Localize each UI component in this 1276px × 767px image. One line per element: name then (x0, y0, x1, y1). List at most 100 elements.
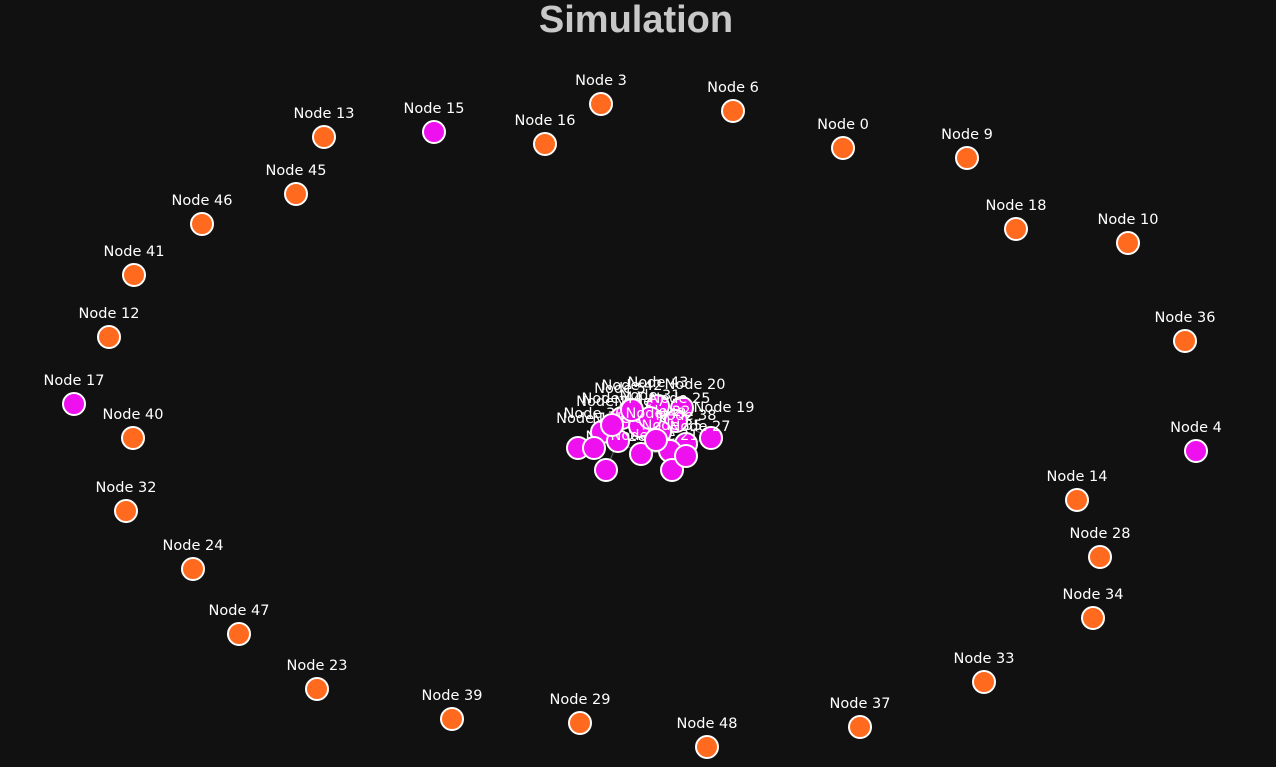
node-34-circle[interactable] (1081, 606, 1105, 630)
graph-node-43[interactable]: Node 43 (628, 375, 689, 418)
node-40-circle[interactable] (121, 426, 145, 450)
node-15-label: Node 15 (404, 101, 465, 117)
graph-node-36[interactable]: Node 36 (1155, 310, 1216, 353)
node-39-circle[interactable] (440, 707, 464, 731)
node-30-circle[interactable] (582, 436, 606, 460)
graph-node-9[interactable]: Node 9 (941, 127, 993, 170)
node-18-circle[interactable] (1004, 217, 1028, 241)
graph-node-4[interactable]: Node 4 (1170, 420, 1222, 463)
graph-node-37[interactable]: Node 37 (830, 696, 891, 739)
node-16-circle[interactable] (533, 132, 557, 156)
node-14-circle[interactable] (1065, 488, 1089, 512)
node-24-circle[interactable] (181, 557, 205, 581)
node-42-circle[interactable] (620, 398, 644, 422)
node-33-label: Node 33 (954, 651, 1015, 667)
graph-node-32[interactable]: Node 32 (96, 480, 157, 523)
node-27-label: Node 27 (670, 419, 731, 435)
node-9-label: Node 9 (941, 127, 993, 143)
node-6-circle[interactable] (721, 99, 745, 123)
graph-node-24[interactable]: Node 24 (163, 538, 224, 581)
node-38-label: Node 38 (656, 408, 717, 424)
graph-node-17[interactable]: Node 17 (44, 373, 105, 416)
node-13-circle[interactable] (312, 125, 336, 149)
graph-node-19[interactable]: Node 19 (694, 400, 755, 450)
graph-node-41[interactable]: Node 41 (104, 244, 165, 287)
node-33-circle[interactable] (972, 670, 996, 694)
node-4-circle[interactable] (1184, 439, 1208, 463)
graph-node-44[interactable]: Node 44 (582, 391, 643, 437)
graph-node-16[interactable]: Node 16 (515, 113, 576, 156)
node-20-label: Node 20 (665, 377, 726, 393)
node-10-circle[interactable] (1116, 231, 1140, 255)
node-14-label: Node 14 (1047, 469, 1108, 485)
node-47-circle[interactable] (227, 622, 251, 646)
node-46-circle[interactable] (190, 212, 214, 236)
node-49-label: Node 49 (626, 406, 687, 422)
node-29-circle[interactable] (568, 711, 592, 735)
node-45-circle[interactable] (284, 182, 308, 206)
node-28-circle[interactable] (1088, 545, 1112, 569)
node-48-circle[interactable] (695, 735, 719, 759)
node-11-circle[interactable] (629, 442, 653, 466)
node-38-circle[interactable] (674, 444, 698, 468)
graph-node-3[interactable]: Node 3 (575, 73, 627, 116)
node-0-circle[interactable] (831, 136, 855, 160)
node-19-circle[interactable] (699, 426, 723, 450)
node-17-circle[interactable] (62, 392, 86, 416)
node-41-circle[interactable] (122, 263, 146, 287)
graph-node-6[interactable]: Node 6 (707, 80, 759, 123)
node-34-label: Node 34 (1063, 587, 1124, 603)
node-25-label: Node 25 (650, 391, 711, 407)
graph-node-38[interactable]: Node 38 (656, 408, 717, 468)
node-44-circle[interactable] (600, 413, 624, 437)
graph-node-12[interactable]: Node 12 (79, 306, 140, 349)
graph-node-49[interactable]: Node 49 (626, 406, 687, 452)
node-36-circle[interactable] (1173, 329, 1197, 353)
node-43-label: Node 43 (628, 375, 689, 391)
node-37-circle[interactable] (848, 715, 872, 739)
graph-node-33[interactable]: Node 33 (954, 651, 1015, 694)
graph-node-40[interactable]: Node 40 (103, 407, 164, 450)
node-16-label: Node 16 (515, 113, 576, 129)
node-28-label: Node 28 (1070, 526, 1131, 542)
graph-node-39[interactable]: Node 39 (422, 688, 483, 731)
node-26-circle[interactable] (594, 458, 618, 482)
graph-node-18[interactable]: Node 18 (986, 198, 1047, 241)
graph-node-29[interactable]: Node 29 (550, 692, 611, 735)
graph-node-28[interactable]: Node 28 (1070, 526, 1131, 569)
node-23-label: Node 23 (287, 658, 348, 674)
graph-node-46[interactable]: Node 46 (172, 193, 233, 236)
graph-node-48[interactable]: Node 48 (677, 716, 738, 759)
node-49-circle[interactable] (644, 428, 668, 452)
graph-node-23[interactable]: Node 23 (287, 658, 348, 701)
node-46-label: Node 46 (172, 193, 233, 209)
node-32-circle[interactable] (114, 499, 138, 523)
node-24-label: Node 24 (163, 538, 224, 554)
node-12-circle[interactable] (97, 325, 121, 349)
graph-node-47[interactable]: Node 47 (209, 603, 270, 646)
node-9-circle[interactable] (955, 146, 979, 170)
graph-node-45[interactable]: Node 45 (266, 163, 327, 206)
node-48-label: Node 48 (677, 716, 738, 732)
node-47-label: Node 47 (209, 603, 270, 619)
node-39-label: Node 39 (422, 688, 483, 704)
graph-node-10[interactable]: Node 10 (1098, 212, 1159, 255)
graph-node-14[interactable]: Node 14 (1047, 469, 1108, 512)
graph-node-0[interactable]: Node 0 (817, 117, 869, 160)
node-3-label: Node 3 (575, 73, 627, 89)
graph-node-42[interactable]: Node 42 (602, 378, 663, 422)
node-15-circle[interactable] (422, 120, 446, 144)
node-19-label: Node 19 (694, 400, 755, 416)
node-18-label: Node 18 (986, 198, 1047, 214)
graph-node-13[interactable]: Node 13 (294, 106, 355, 149)
node-3-circle[interactable] (589, 92, 613, 116)
node-37-label: Node 37 (830, 696, 891, 712)
node-35-circle[interactable] (660, 458, 684, 482)
node-0-label: Node 0 (817, 117, 869, 133)
node-45-label: Node 45 (266, 163, 327, 179)
graph-node-15[interactable]: Node 15 (404, 101, 465, 144)
node-23-circle[interactable] (305, 677, 329, 701)
graph-node-34[interactable]: Node 34 (1063, 587, 1124, 630)
